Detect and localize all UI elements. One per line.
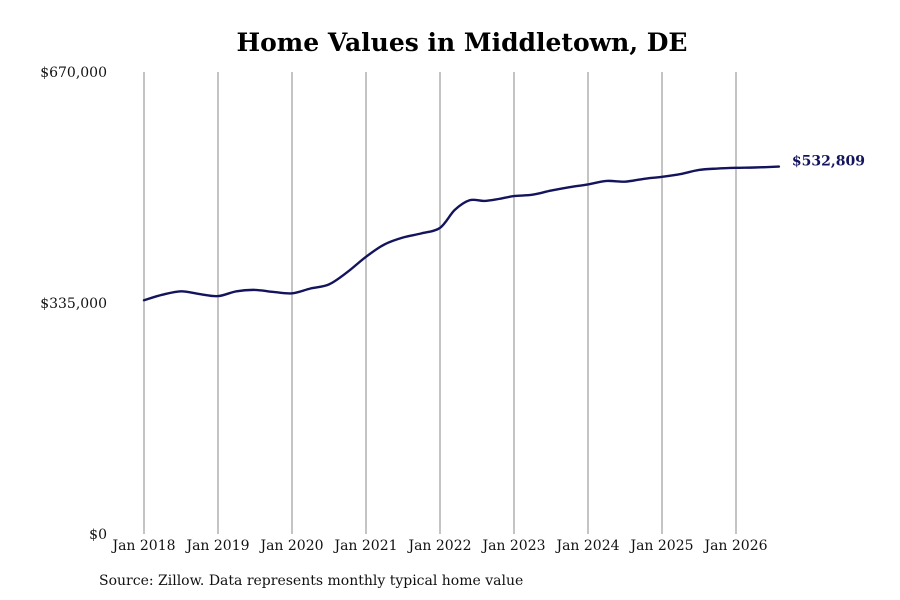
end-value-label: $532,809 [792,154,865,170]
x-axis-ticks: Jan 2018 Jan 2019 Jan 2020 Jan 2021 Jan 2022… [110,538,767,554]
x-tick-label: Jan 2021 [332,538,397,554]
x-tick-label: Jan 2020 [258,538,323,554]
x-tick-label: Jan 2023 [480,538,545,554]
y-tick-label: $0 [89,527,107,543]
y-tick-label: $670,000 [40,65,107,81]
x-tick-label: Jan 2026 [702,538,767,554]
grid-lines [143,72,737,534]
x-tick-label: Jan 2019 [184,538,249,554]
series-line [142,165,781,302]
y-axis-ticks: $670,000 $335,000 $0 [40,65,107,543]
x-tick-label: Jan 2024 [554,538,619,554]
y-tick-label: $335,000 [40,296,107,312]
x-tick-label: Jan 2022 [406,538,471,554]
chart-title: Home Values in Middletown, DE [236,28,688,57]
source-note: Source: Zillow. Data represents monthly … [99,573,524,589]
x-tick-label: Jan 2025 [628,538,693,554]
x-tick-label: Jan 2018 [110,538,175,554]
